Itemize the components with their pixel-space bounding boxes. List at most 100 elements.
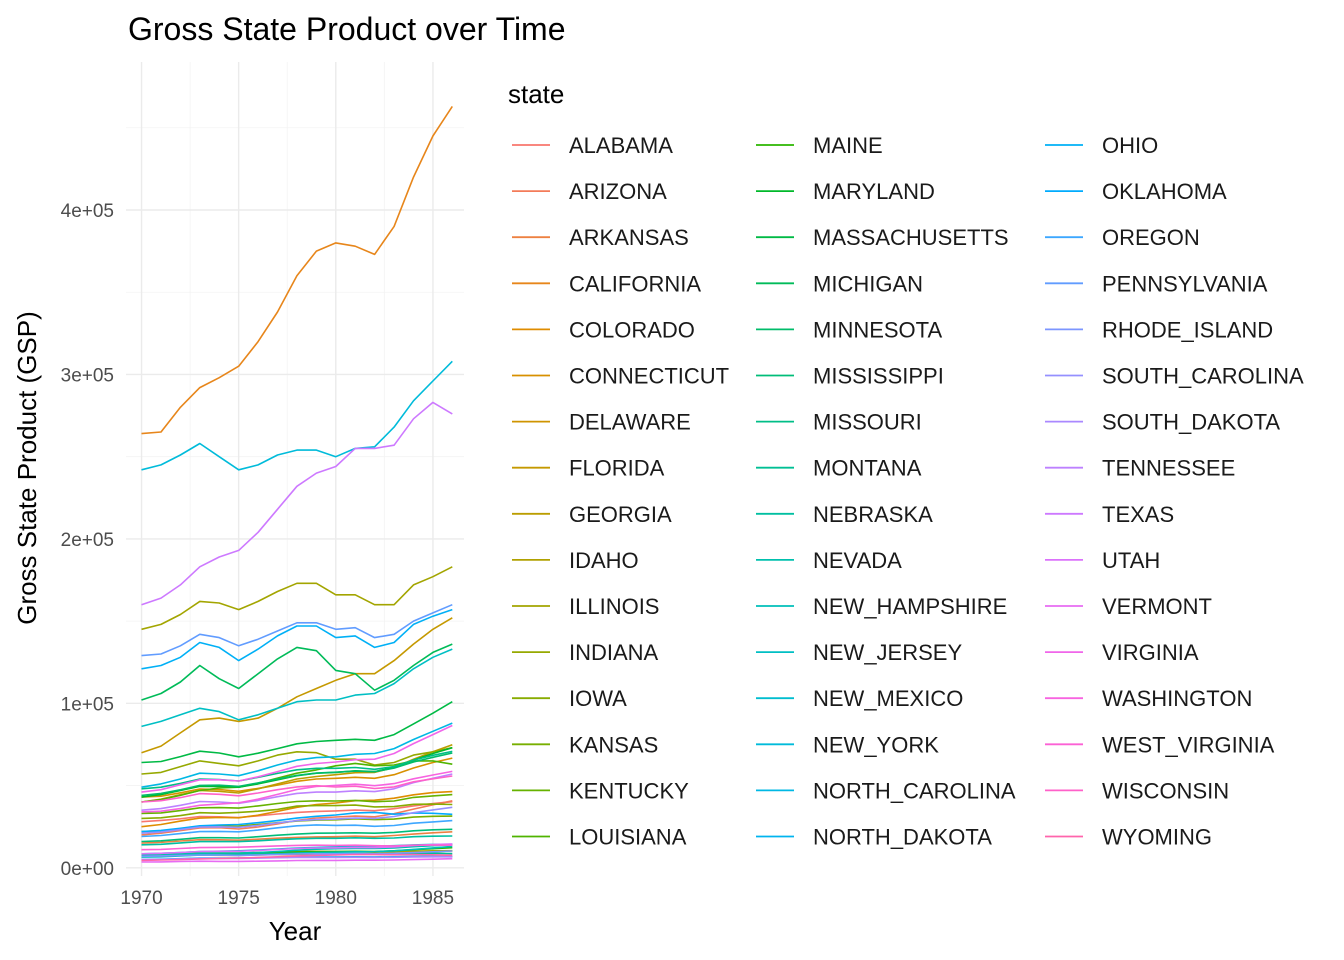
legend-label-minnesota: MINNESOTA <box>813 317 942 342</box>
legend-label-maryland: MARYLAND <box>813 179 935 204</box>
y-tick-label: 2e+05 <box>61 530 114 551</box>
legend-label-montana: MONTANA <box>813 456 922 481</box>
series-line-south-carolina <box>141 806 453 834</box>
legend-label-south-carolina: SOUTH_CAROLINA <box>1102 364 1304 389</box>
legend-label-new-jersey: NEW_JERSEY <box>813 640 962 665</box>
legend-label-nebraska: NEBRASKA <box>813 502 933 527</box>
legend-label-indiana: INDIANA <box>569 640 659 665</box>
y-axis-ticks: 0e+00 1e+05 2e+05 3e+05 4e+05 <box>61 201 114 880</box>
legend-label-florida: FLORIDA <box>569 456 665 481</box>
series-line-virginia <box>141 724 453 793</box>
x-tick-label: 1970 <box>120 888 162 909</box>
legend-label-illinois: ILLINOIS <box>569 594 659 619</box>
series-line-rhode-island <box>141 850 453 858</box>
series-line-arkansas <box>141 831 453 844</box>
legend-label-rhode-island: RHODE_ISLAND <box>1102 317 1273 342</box>
series-line-california <box>141 105 453 435</box>
series-line-oregon <box>141 819 453 838</box>
legend-label-connecticut: CONNECTICUT <box>569 364 729 389</box>
series-line-nebraska <box>141 835 453 846</box>
legend-label-texas: TEXAS <box>1102 502 1174 527</box>
series-line-iowa <box>141 803 453 820</box>
legend-label-wisconsin: WISCONSIN <box>1102 778 1229 803</box>
series-line-massachusetts <box>141 701 453 764</box>
legend-label-arizona: ARIZONA <box>569 179 667 204</box>
legend-label-nevada: NEVADA <box>813 548 902 573</box>
legend-label-vermont: VERMONT <box>1102 594 1212 619</box>
legend-label-tennessee: TENNESSEE <box>1102 456 1235 481</box>
series-line-new-jersey <box>141 648 453 728</box>
legend-label-wyoming: WYOMING <box>1102 825 1212 850</box>
series-line-michigan <box>141 643 453 701</box>
series-line-texas <box>141 401 453 606</box>
legend-label-kansas: KANSAS <box>569 732 658 757</box>
x-axis-title: Year <box>269 916 322 946</box>
series-line-minnesota <box>141 752 453 797</box>
series-line-wyoming <box>141 853 453 862</box>
legend-label-idaho: IDAHO <box>569 548 639 573</box>
x-axis-ticks: 1970 1975 1980 1985 <box>120 888 454 909</box>
legend-label-massachusetts: MASSACHUSETTS <box>813 225 1009 250</box>
legend-label-west-virginia: WEST_VIRGINIA <box>1102 732 1275 757</box>
legend-label-ohio: OHIO <box>1102 133 1158 158</box>
legend-label-mississippi: MISSISSIPPI <box>813 364 944 389</box>
legend-label-georgia: GEORGIA <box>569 502 672 527</box>
x-tick-label: 1975 <box>218 888 260 909</box>
plot-grid <box>126 62 464 876</box>
legend-label-utah: UTAH <box>1102 548 1160 573</box>
series-line-colorado <box>141 790 453 828</box>
legend-label-iowa: IOWA <box>569 686 627 711</box>
legend-label-oregon: OREGON <box>1102 225 1200 250</box>
legend-label-louisiana: LOUISIANA <box>569 825 687 850</box>
legend-label-delaware: DELAWARE <box>569 410 691 435</box>
series-line-tennessee <box>141 773 453 811</box>
series-line-indiana <box>141 746 453 775</box>
series-lines <box>141 105 453 863</box>
legend-label-kentucky: KENTUCKY <box>569 778 689 803</box>
series-line-alabama <box>141 800 453 823</box>
series-line-florida <box>141 617 453 754</box>
series-line-pennsylvania <box>141 603 453 657</box>
x-tick-label: 1980 <box>315 888 357 909</box>
chart-title: Gross State Product over Time <box>128 11 566 47</box>
legend-label-maine: MAINE <box>813 133 883 158</box>
y-tick-label: 3e+05 <box>61 365 114 386</box>
y-axis-title: Gross State Product (GSP) <box>12 311 42 625</box>
legend-label-north-dakota: NORTH_DAKOTA <box>813 825 992 850</box>
legend-label-oklahoma: OKLAHOMA <box>1102 179 1227 204</box>
legend-label-pennsylvania: PENNSYLVANIA <box>1102 271 1268 296</box>
legend-label-missouri: MISSOURI <box>813 410 922 435</box>
series-line-nevada <box>141 843 453 857</box>
series-line-wisconsin <box>141 775 453 803</box>
legend-label-new-hampshire: NEW_HAMPSHIRE <box>813 594 1007 619</box>
series-line-missouri <box>141 750 453 790</box>
series-line-north-carolina <box>141 722 453 788</box>
y-tick-label: 1e+05 <box>61 694 114 715</box>
series-line-oklahoma <box>141 811 453 833</box>
legend: ALABAMA ARIZONA ARKANSAS CALIFORNIA COLORADO… <box>512 133 1304 850</box>
series-line-washington <box>141 770 453 813</box>
legend-label-alabama: ALABAMA <box>569 133 673 158</box>
legend-label-california: CALIFORNIA <box>569 271 701 296</box>
legend-label-new-york: NEW_YORK <box>813 732 939 757</box>
y-tick-label: 4e+05 <box>61 201 114 222</box>
series-line-mississippi <box>141 828 453 843</box>
legend-title: state <box>508 79 564 109</box>
legend-label-north-carolina: NORTH_CAROLINA <box>813 778 1016 803</box>
series-line-connecticut <box>141 757 453 798</box>
legend-label-colorado: COLORADO <box>569 317 695 342</box>
y-tick-label: 0e+00 <box>61 859 114 880</box>
x-tick-label: 1985 <box>412 888 454 909</box>
legend-label-arkansas: ARKANSAS <box>569 225 689 250</box>
legend-label-virginia: VIRGINIA <box>1102 640 1199 665</box>
series-line-new-york <box>141 360 453 471</box>
series-line-vermont <box>141 857 453 863</box>
legend-label-new-mexico: NEW_MEXICO <box>813 686 963 711</box>
legend-label-south-dakota: SOUTH_DAKOTA <box>1102 410 1280 435</box>
series-line-kentucky <box>141 793 453 815</box>
legend-label-michigan: MICHIGAN <box>813 271 923 296</box>
series-line-ohio <box>141 608 453 670</box>
legend-label-washington: WASHINGTON <box>1102 686 1252 711</box>
series-line-west-virginia <box>141 844 453 851</box>
